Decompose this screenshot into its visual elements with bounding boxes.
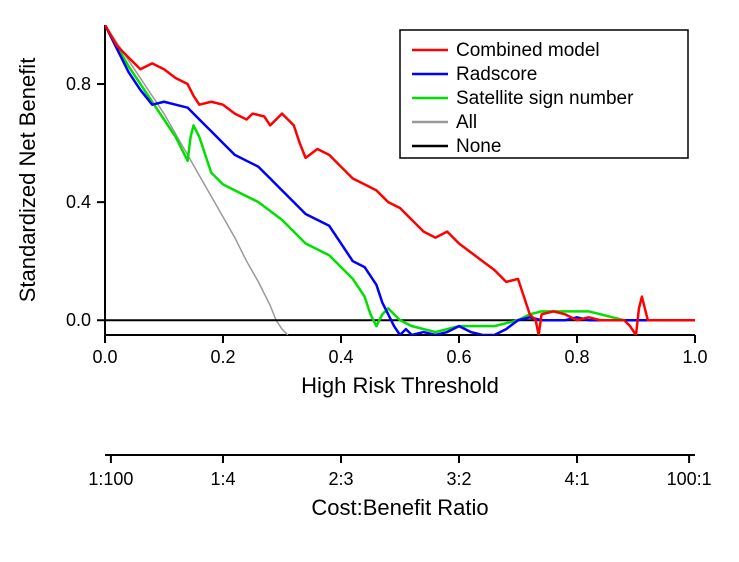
x-tick-label: 0.8 [564, 347, 589, 367]
x-axis-label: High Risk Threshold [301, 373, 499, 398]
legend-label: None [456, 136, 501, 157]
y-tick-label: 0.4 [66, 192, 91, 212]
x-tick-label: 0.6 [446, 347, 471, 367]
secondary-tick-label: 3:2 [446, 469, 471, 489]
decision-curve-chart: 0.0 0.2 0.4 0.6 0.8 1.0 0.0 0.4 0.8 High Risk Thr… [0, 0, 739, 562]
legend-label: Combined model [456, 40, 600, 61]
y-tick-label: 0.0 [66, 310, 91, 330]
legend-label: Satellite sign number [456, 88, 634, 109]
x-tick-label: 0.0 [92, 347, 117, 367]
x-tick-label: 0.2 [210, 347, 235, 367]
chart-container: 0.0 0.2 0.4 0.6 0.8 1.0 0.0 0.4 0.8 High Risk Thr… [0, 0, 739, 562]
x-tick-label: 1.0 [682, 347, 707, 367]
secondary-tick-label: 1:4 [210, 469, 235, 489]
secondary-tick-label: 1:100 [88, 469, 133, 489]
legend-label: All [456, 112, 477, 133]
secondary-tick-label: 4:1 [564, 469, 589, 489]
y-tick-label: 0.8 [66, 74, 91, 94]
x-tick-label: 0.4 [328, 347, 353, 367]
secondary-axis-label: Cost:Benefit Ratio [311, 495, 488, 520]
y-axis-label: Standardized Net Benefit [15, 58, 40, 303]
legend-label: Radscore [456, 64, 537, 85]
secondary-tick-label: 100:1 [667, 469, 712, 489]
secondary-tick-label: 2:3 [328, 469, 353, 489]
